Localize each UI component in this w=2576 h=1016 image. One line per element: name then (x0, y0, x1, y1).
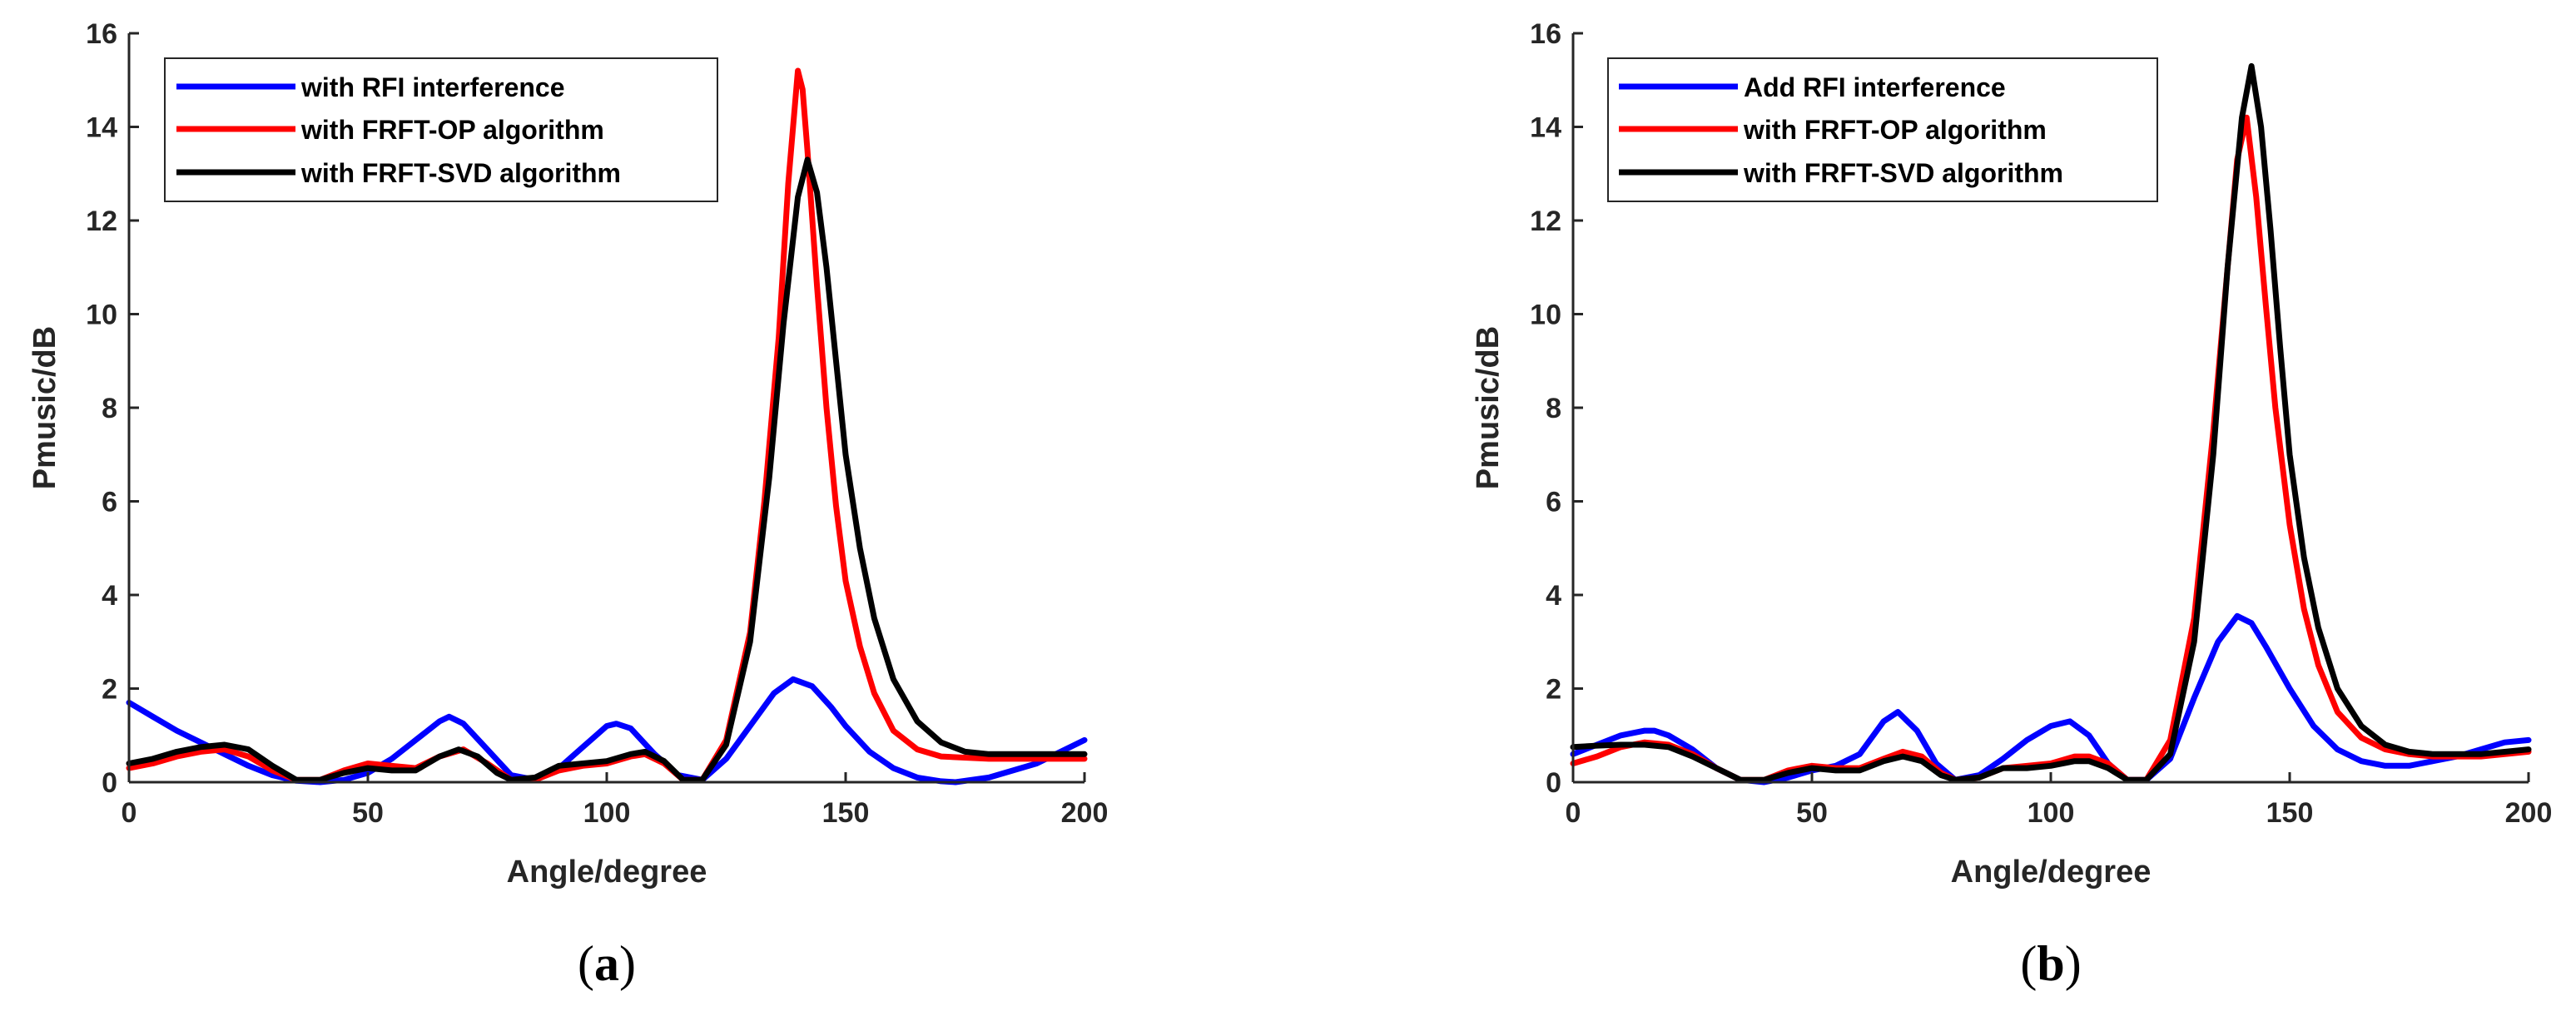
y-axis-label: Pmusic/dB (1471, 326, 1506, 489)
y-tick-label: 12 (1530, 206, 1561, 237)
x-ticks: 0 50 100 150 200 (1566, 772, 2553, 829)
x-tick-label: 150 (2266, 797, 2314, 829)
series-line-frft-svd (1570, 62, 2532, 783)
x-tick-label: 0 (122, 797, 137, 829)
y-tick-label: 2 (1546, 674, 1561, 706)
y-tick-label: 6 (1546, 487, 1561, 518)
y-tick-label: 16 (1530, 18, 1561, 50)
y-tick-label: 4 (102, 580, 117, 612)
x-tick-label: 100 (583, 797, 631, 829)
y-ticks: 0 2 4 6 8 10 12 14 16 (1530, 18, 1583, 799)
caption-b-letter: b (2037, 936, 2064, 991)
y-tick-label: 14 (1530, 112, 1561, 144)
legend-label-frft-svd: with FRFT-SVD algorithm (300, 158, 621, 188)
y-tick-label: 8 (1546, 393, 1561, 424)
y-axis-label: Pmusic/dB (27, 326, 62, 489)
y-tick-label: 16 (86, 18, 117, 50)
caption-b: (b) (2020, 936, 2081, 991)
y-tick-label: 10 (1530, 300, 1561, 331)
y-tick-label: 14 (86, 112, 117, 144)
x-tick-label: 50 (352, 797, 384, 829)
x-tick-label: 0 (1566, 797, 1581, 829)
y-tick-label: 12 (86, 206, 117, 237)
x-tick-label: 200 (2505, 797, 2553, 829)
caption-a-letter: a (594, 936, 619, 991)
x-tick-label: 100 (2028, 797, 2075, 829)
y-ticks: 0 2 4 6 8 10 12 14 16 (86, 18, 139, 799)
y-tick-label: 0 (102, 767, 117, 799)
y-tick-label: 4 (1546, 580, 1561, 612)
legend-label-rfi: with RFI interference (300, 72, 565, 102)
series-line-frft-svd (126, 156, 1088, 783)
legend-label-frft-svd: with FRFT-SVD algorithm (1743, 158, 2063, 188)
y-tick-label: 8 (102, 393, 117, 424)
legend-label-frft-op: with FRFT-OP algorithm (300, 115, 604, 145)
legend: with RFI interference with FRFT-OP algor… (164, 57, 718, 202)
x-ticks: 0 50 100 150 200 (122, 772, 1109, 829)
legend-label-rfi: Add RFI interference (1744, 72, 2006, 102)
legend-label-frft-op: with FRFT-OP algorithm (1743, 115, 2047, 145)
y-tick-label: 0 (1546, 767, 1561, 799)
x-axis-label: Angle/degree (507, 855, 707, 890)
series-layer (126, 67, 1088, 786)
x-tick-label: 200 (1061, 797, 1109, 829)
x-tick-label: 150 (822, 797, 870, 829)
y-tick-label: 10 (86, 300, 117, 331)
legend: Add RFI interference with FRFT-OP algori… (1607, 57, 2158, 202)
x-tick-label: 50 (1796, 797, 1828, 829)
x-axis-label: Angle/degree (1951, 855, 2152, 890)
y-tick-label: 2 (102, 674, 117, 706)
series-layer (1570, 62, 2532, 786)
y-tick-label: 6 (102, 487, 117, 518)
caption-a: (a) (578, 936, 636, 991)
